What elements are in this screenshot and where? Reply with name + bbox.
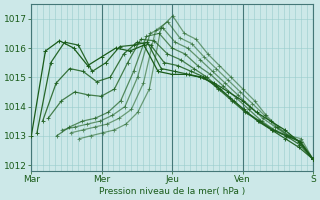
X-axis label: Pression niveau de la mer( hPa ): Pression niveau de la mer( hPa )	[99, 187, 245, 196]
